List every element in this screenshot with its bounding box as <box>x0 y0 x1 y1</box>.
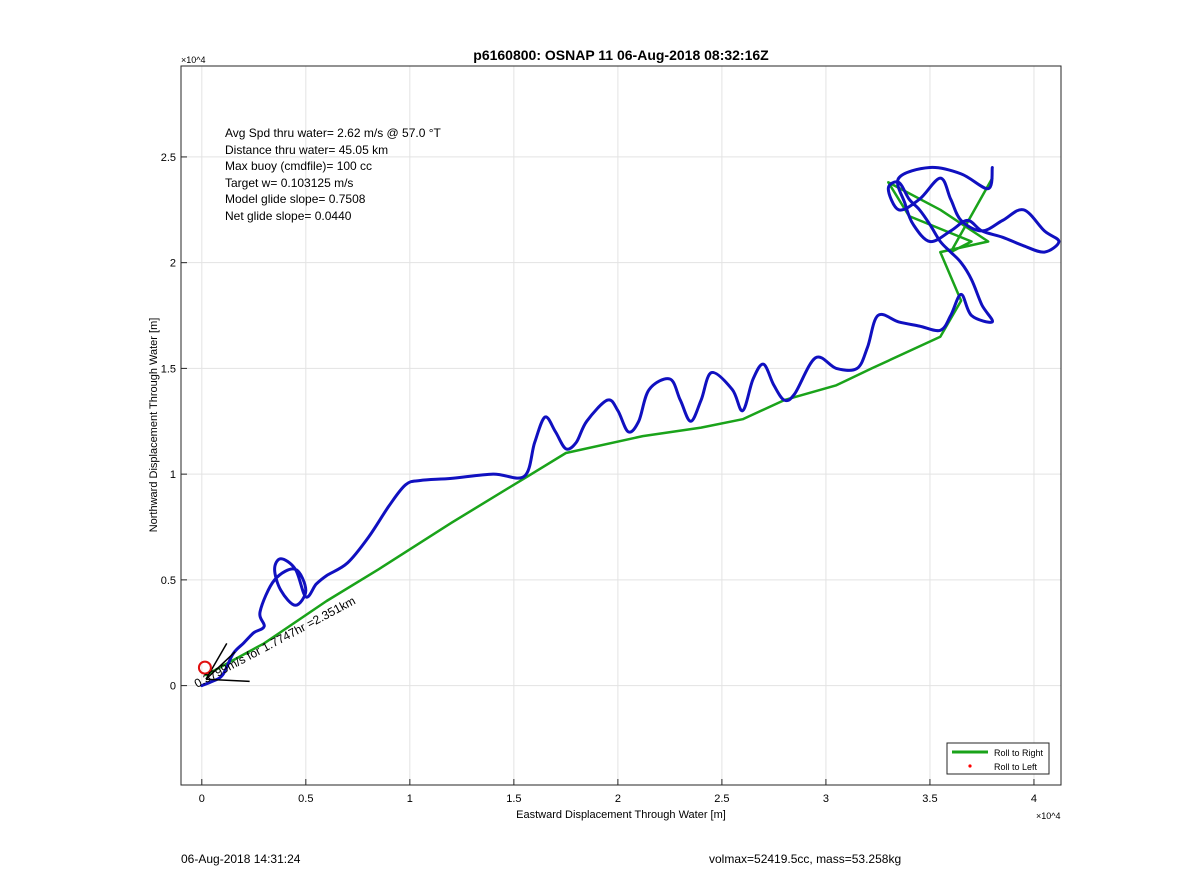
x-tick-label: 2.5 <box>714 793 729 805</box>
stats-box: Avg Spd thru water= 2.62 m/s @ 57.0 °T D… <box>225 126 442 223</box>
x-tick-label: 0 <box>199 793 205 805</box>
series-roll-to-right-line <box>204 176 994 677</box>
y-exponent-label: ×10^4 <box>181 55 206 65</box>
x-tick-label: 3 <box>823 793 829 805</box>
y-tick-label: 0 <box>170 681 176 693</box>
grid <box>181 66 1061 785</box>
series-layer <box>200 165 1061 688</box>
stat-line: Distance thru water= 45.05 km <box>225 143 388 157</box>
y-tick-label: 2.5 <box>161 152 176 164</box>
y-tick-label: 1.5 <box>161 363 176 375</box>
legend-label-left: Roll to Left <box>994 762 1038 772</box>
stat-line: Net glide slope= 0.0440 <box>225 209 352 223</box>
current-vector-line <box>205 678 250 683</box>
plot-area-border <box>180 65 1062 786</box>
legend: Roll to Right Roll to Left <box>946 742 1050 775</box>
marker-layer <box>197 642 250 683</box>
x-axis-label: Eastward Displacement Through Water [m] <box>516 809 726 821</box>
footer-summary: volmax=52419.5cc, mass=53.258kg <box>709 852 902 866</box>
y-tick-label: 1 <box>170 469 176 481</box>
y-tick-label: 0.5 <box>161 575 176 587</box>
x-tick-label: 2 <box>615 793 621 805</box>
x-tick-label: 3.5 <box>922 793 937 805</box>
series-displacement-track-line <box>200 165 1061 688</box>
stat-line: Max buoy (cmdfile)= 100 cc <box>225 159 372 173</box>
x-exponent-label: ×10^4 <box>1036 811 1061 821</box>
y-axis-label: Northward Displacement Through Water [m] <box>148 318 160 533</box>
tick-labels: 0 0.5 1 1.5 2 2.5 3 3.5 4 0 0.5 1 1.5 2 2.5 <box>161 152 1037 805</box>
x-tick-label: 1.5 <box>506 793 521 805</box>
y-tick-label: 2 <box>170 258 176 270</box>
chart-title: p6160800: OSNAP 11 06-Aug-2018 08:32:16Z <box>473 47 769 63</box>
footer-timestamp: 06-Aug-2018 14:31:24 <box>181 852 301 866</box>
current-vector-line <box>205 642 228 680</box>
start-position-marker <box>197 660 212 675</box>
x-tick-label: 1 <box>407 793 413 805</box>
x-tick-label: 0.5 <box>298 793 313 805</box>
current-vector-line <box>205 651 236 680</box>
legend-box <box>946 742 1050 775</box>
stat-line: Model glide slope= 0.7508 <box>225 192 366 206</box>
stat-line: Target w= 0.103125 m/s <box>225 176 353 190</box>
current-annotation: 0.3799m/s for 1.7747hr =2.351km <box>192 594 358 691</box>
legend-label-right: Roll to Right <box>994 748 1044 758</box>
x-tick-label: 4 <box>1031 793 1037 805</box>
stat-line: Avg Spd thru water= 2.62 m/s @ 57.0 °T <box>225 126 442 140</box>
legend-swatch-left <box>968 764 972 768</box>
